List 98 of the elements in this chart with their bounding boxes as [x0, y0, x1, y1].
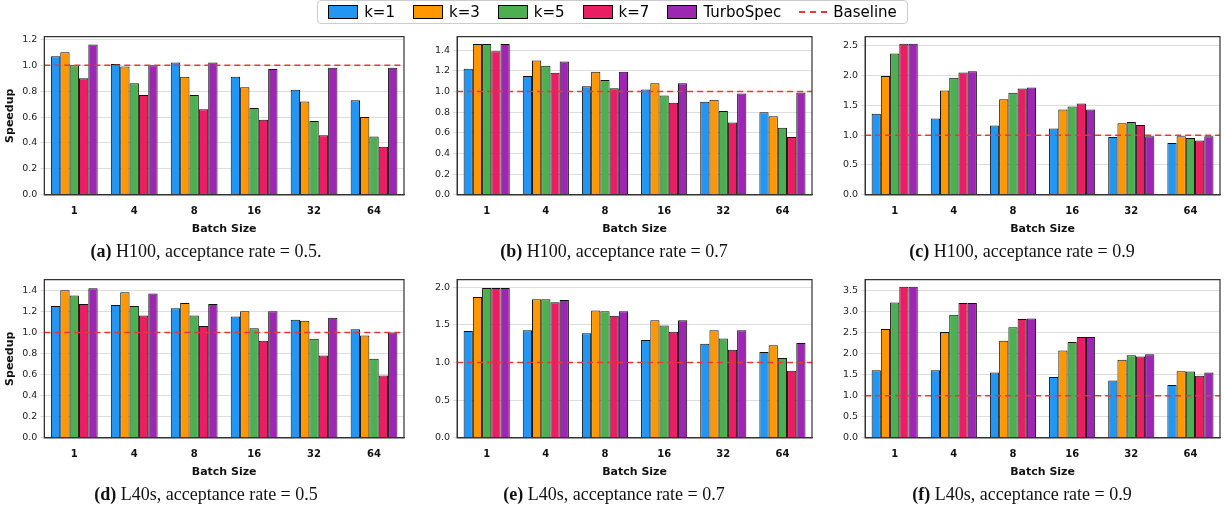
x-tick-label: 1 [70, 205, 78, 217]
x-tick-label: 1 [70, 448, 78, 460]
x-tick-label: 32 [716, 448, 731, 460]
x-tick-label: 16 [657, 448, 672, 460]
y-axis-title: Speedup [3, 88, 17, 143]
x-tick-label: 8 [190, 448, 198, 460]
x-tick-label: 16 [657, 205, 672, 217]
x-tick-label: 64 [367, 448, 382, 460]
y-tick-label: 1.0 [22, 325, 38, 337]
y-tick-label: 0.5 [843, 410, 859, 422]
y-tick-label: 0.6 [22, 110, 38, 122]
x-tick-label: 64 [775, 205, 790, 217]
x-tick-label: 8 [1009, 205, 1017, 217]
y-tick-label: 0.5 [843, 158, 859, 170]
y-tick-label: 1.2 [22, 32, 38, 44]
y-tick-label: 1.4 [22, 283, 38, 295]
y-tick-label: 0.0 [22, 431, 38, 443]
y-tick-label: 2.5 [843, 39, 859, 51]
x-tick-label: 4 [542, 205, 550, 217]
x-tick-label: 1 [891, 205, 899, 217]
text: (a) H100, acceptance rate = 0.5. [89, 241, 323, 262]
y-tick-label: 2.0 [435, 280, 451, 292]
y-tick-label: 1.0 [22, 58, 38, 70]
y-tick-label: 2.5 [843, 325, 859, 337]
y-tick-label: 0.6 [435, 126, 451, 138]
x-tick-label: 16 [247, 205, 262, 217]
x-axis-title: Batch Size [602, 465, 667, 479]
y-tick-label: 0.0 [435, 431, 451, 443]
y-tick-label: 0.2 [435, 167, 451, 179]
x-tick-label: 32 [1124, 448, 1139, 460]
x-tick-label: 64 [367, 205, 382, 217]
x-tick-label: 1 [483, 448, 491, 460]
y-tick-label: 0.4 [22, 136, 38, 148]
x-axis-title: Batch Size [191, 222, 257, 236]
y-tick-label: 1.5 [435, 318, 451, 330]
y-tick-label: 0.0 [843, 431, 859, 443]
y-tick-label: 0.0 [435, 188, 451, 200]
x-tick-label: 1 [483, 205, 491, 217]
text: (b) H100, acceptance rate = 0.7 [499, 241, 729, 262]
x-tick-label: 8 [601, 205, 609, 217]
text: (d) L40s, acceptance rate = 0.5 [93, 484, 319, 505]
y-tick-label: 2.0 [843, 68, 859, 80]
y-tick-label: 0.4 [22, 389, 38, 401]
x-axis-title: Batch Size [1010, 222, 1075, 236]
y-tick-label: 0.8 [22, 84, 38, 96]
x-axis-title: Batch Size [1010, 465, 1075, 479]
y-tick-label: 0.2 [22, 410, 38, 422]
y-tick-label: 2.0 [843, 346, 859, 358]
y-tick-label: 1.2 [435, 64, 451, 76]
x-tick-label: 16 [1065, 448, 1080, 460]
legend-label: k=1 [364, 3, 395, 21]
y-tick-label: 0.8 [22, 346, 38, 358]
x-tick-label: 4 [950, 448, 958, 460]
x-tick-label: 4 [130, 448, 138, 460]
x-tick-label: 32 [1124, 205, 1139, 217]
x-tick-label: 32 [307, 205, 322, 217]
x-tick-label: 4 [950, 205, 958, 217]
y-tick-label: 0.0 [843, 188, 859, 200]
x-tick-label: 8 [601, 448, 609, 460]
x-tick-label: 4 [542, 448, 550, 460]
x-tick-label: 32 [716, 205, 731, 217]
y-tick-label: 1.2 [22, 304, 38, 316]
text: (e) L40s, acceptance rate = 0.7 [502, 484, 726, 505]
legend-label: k=3 [448, 3, 480, 21]
y-tick-label: 0.5 [435, 393, 451, 405]
y-tick-label: 1.5 [843, 368, 859, 380]
x-tick-label: 8 [190, 205, 198, 217]
legend-label: Baseline [833, 3, 897, 21]
y-tick-label: 0.2 [22, 162, 38, 174]
legend-label: k=7 [618, 3, 650, 21]
x-axis-title: Batch Size [191, 465, 257, 479]
y-tick-label: 0.8 [435, 105, 451, 117]
y-tick-label: 1.0 [435, 355, 451, 367]
x-tick-label: 16 [247, 448, 262, 460]
legend-label: k=5 [533, 3, 565, 21]
y-tick-label: 0.0 [22, 188, 38, 200]
y-tick-label: 1.0 [435, 84, 451, 96]
text: (c) H100, acceptance rate = 0.9 [908, 241, 1136, 262]
text: (f) L40s, acceptance rate = 0.9 [911, 484, 1133, 505]
y-tick-label: 0.6 [22, 368, 38, 380]
x-tick-label: 1 [891, 448, 899, 460]
x-axis-title: Batch Size [602, 222, 667, 236]
y-axis-title: Speedup [3, 331, 17, 386]
x-tick-label: 4 [130, 205, 138, 217]
legend-label: TurboSpec [703, 3, 782, 21]
x-tick-label: 64 [1183, 205, 1198, 217]
x-tick-label: 32 [307, 448, 322, 460]
y-tick-label: 1.4 [435, 43, 451, 55]
y-tick-label: 1.0 [843, 128, 859, 140]
y-tick-label: 0.4 [435, 146, 451, 158]
x-tick-label: 8 [1009, 448, 1017, 460]
y-tick-label: 3.5 [843, 283, 859, 295]
x-tick-label: 64 [775, 448, 790, 460]
x-tick-label: 64 [1183, 448, 1198, 460]
y-tick-label: 1.0 [843, 389, 859, 401]
x-tick-label: 16 [1065, 205, 1080, 217]
y-tick-label: 3.0 [843, 304, 859, 316]
y-tick-label: 1.5 [843, 98, 859, 110]
